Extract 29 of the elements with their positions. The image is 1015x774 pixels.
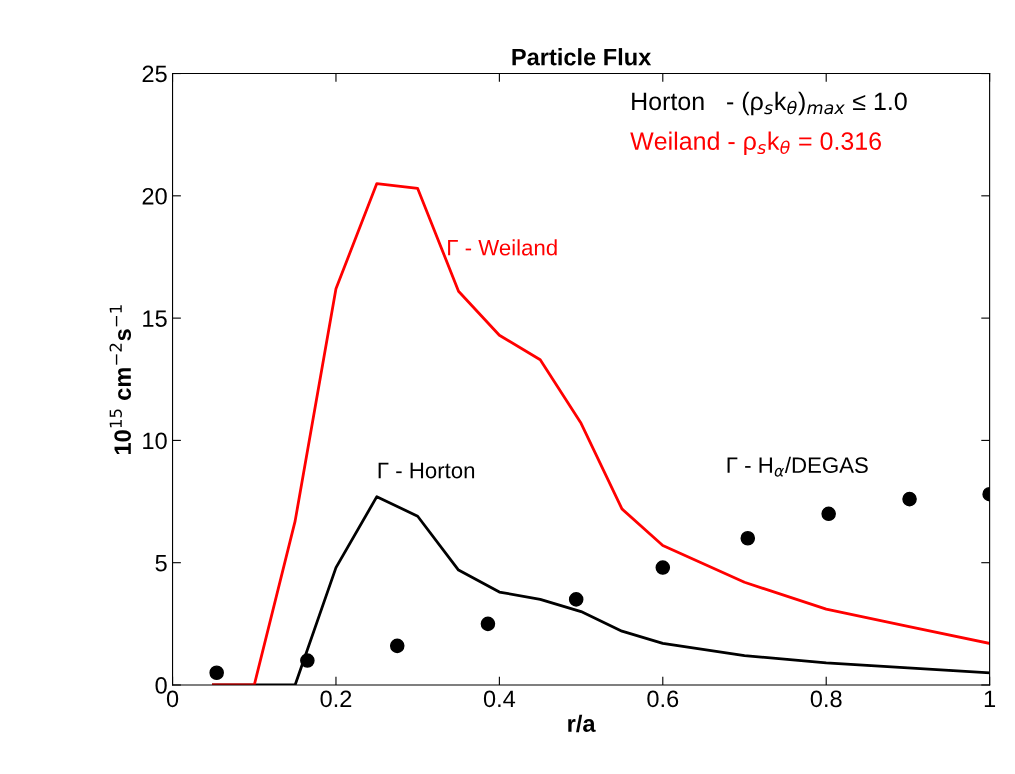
annotation: Horton - (ρ$_{s}$k$_{θ}$)$_{max}$ ≤ 1.0	[632, 91, 907, 116]
y-axis-title: 10$^{15}$ cm$^{−2}$s$^{−1}$	[109, 305, 132, 455]
x-tick-label: 0.4	[483, 690, 516, 708]
chart-title: Particle Flux	[512, 48, 652, 66]
series-label: Γ - Horton	[378, 462, 475, 479]
x-tick-label: 0	[166, 690, 179, 708]
x-tick-label: 0.6	[647, 690, 679, 708]
point	[568, 592, 584, 607]
series-label: Γ - H$_{α}$/DEGAS	[727, 456, 868, 477]
point	[300, 653, 315, 668]
y-tick-label: 5	[155, 555, 167, 572]
y-tick-label: 15	[143, 310, 167, 327]
x-tick-label: 1	[984, 690, 996, 707]
point	[209, 665, 224, 681]
x-tick-label: 0.8	[810, 690, 842, 708]
point	[821, 506, 836, 522]
x-axis-title: r/a	[568, 714, 596, 733]
x-tick-label: 0.2	[320, 690, 352, 708]
point	[740, 530, 756, 546]
y-tick-label: 10	[143, 432, 167, 450]
point	[655, 560, 671, 575]
point	[902, 491, 917, 507]
annotation: Weiland - ρ$_{s}$k$_{θ}$ = 0.316	[630, 131, 881, 155]
y-tick-label: 25	[142, 65, 167, 83]
point	[389, 638, 405, 654]
y-tick-label: 0	[155, 677, 167, 694]
series-label: Γ - Weiland	[448, 239, 557, 256]
y-tick-label: 20	[142, 187, 167, 205]
point	[480, 616, 496, 632]
